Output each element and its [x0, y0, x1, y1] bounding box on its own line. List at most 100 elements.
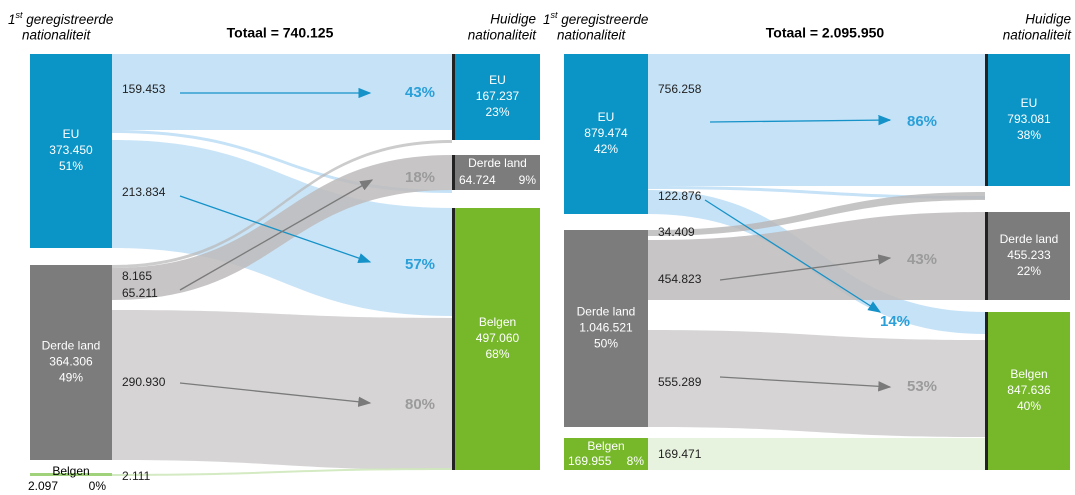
node-edge [985, 54, 988, 186]
flow-value: 169.471 [658, 447, 702, 461]
flow-band [112, 155, 452, 300]
target-title: Huidige [1025, 12, 1071, 27]
node-share: 8% [627, 454, 645, 468]
node-share: 49% [59, 371, 83, 385]
flow-percent: 14% [880, 313, 910, 330]
flow-percent: 57% [405, 256, 435, 273]
node-edge [985, 312, 988, 470]
target-node [455, 155, 540, 190]
node-share: 22% [1017, 264, 1041, 278]
ordinal-suffix: st [16, 10, 24, 20]
flow-value: 34.409 [658, 225, 695, 239]
flow-value: 756.258 [658, 82, 702, 96]
flow-percent: 80% [405, 396, 435, 413]
flow-band [112, 54, 452, 130]
node-edge [452, 54, 455, 140]
flow-band [112, 140, 452, 268]
flow-percent: 18% [405, 169, 435, 186]
node-share: 68% [485, 347, 509, 361]
flow-arrow [179, 382, 372, 407]
flow-value: 213.834 [122, 185, 166, 199]
node-value: 455.233 [1007, 248, 1051, 262]
ordinal: 1 [543, 12, 551, 27]
node-value: 793.081 [1007, 112, 1051, 126]
target-node [455, 54, 540, 140]
flow-value: 454.823 [658, 272, 702, 286]
source-node [30, 265, 112, 460]
flow-value: 555.289 [658, 375, 702, 389]
node-value: 364.306 [49, 355, 93, 369]
source-node [564, 54, 648, 214]
node-label: Derde land [42, 339, 101, 353]
node-value: 497.060 [476, 331, 520, 345]
node-label: Belgen [1010, 367, 1047, 381]
flow-band [112, 130, 452, 193]
target-title: Huidige [490, 12, 536, 27]
node-label: Derde land [1000, 232, 1059, 246]
flow-band [112, 310, 452, 470]
title-line: geregistreerde [23, 12, 114, 27]
node-share: 51% [59, 159, 83, 173]
node-edge [452, 155, 455, 190]
ordinal-suffix: st [551, 10, 559, 20]
node-label: EU [1021, 96, 1038, 110]
ordinal: 1 [8, 12, 16, 27]
flow-value: 2.111 [122, 469, 151, 483]
node-value: 879.474 [584, 126, 628, 140]
flow-value: 8.165 [122, 269, 152, 283]
target-node [988, 54, 1070, 186]
flow-arrow [709, 114, 892, 126]
node-share: 38% [1017, 128, 1041, 142]
source-title: 1st geregistreerde [8, 10, 113, 26]
node-value: 847.636 [1007, 383, 1051, 397]
node-label: EU [489, 73, 506, 87]
source-node [30, 54, 112, 248]
source-node [30, 473, 112, 476]
flow-value: 159.453 [122, 82, 166, 96]
node-edge [452, 208, 455, 470]
node-label: Belgen [479, 315, 516, 329]
source-node [564, 438, 648, 470]
node-edge [985, 212, 988, 300]
flow-value: 122.876 [658, 189, 702, 203]
flow-arrow [719, 254, 892, 281]
node-label: Derde land [577, 305, 636, 319]
flow-value: 290.930 [122, 375, 166, 389]
node-value: 2.097 [28, 479, 58, 493]
total: Totaal = 2.095.950 [766, 25, 885, 41]
flow-band [648, 54, 985, 186]
source-title-line: nationaliteit [22, 28, 92, 43]
total: Totaal = 740.125 [227, 25, 334, 41]
title-line: geregistreerde [558, 12, 649, 27]
node-value: 373.450 [49, 143, 93, 157]
source-node [564, 230, 648, 427]
flow-band [648, 186, 985, 199]
flow-band [648, 330, 985, 437]
flow-band [112, 468, 452, 476]
source-title-line: nationaliteit [557, 28, 627, 43]
flow-arrow [179, 179, 374, 291]
flow-percent: 53% [907, 378, 937, 395]
target-node [988, 312, 1070, 470]
node-share: 42% [594, 142, 618, 156]
flow-band [648, 438, 985, 470]
node-label: Belgen [52, 464, 89, 478]
node-share: 23% [485, 105, 509, 119]
target-title: nationaliteit [468, 28, 538, 43]
node-value: 169.955 [568, 454, 612, 468]
flow-percent: 86% [907, 113, 937, 130]
source-title: 1st geregistreerde [543, 10, 648, 26]
flow-percent: 43% [907, 251, 937, 268]
flow-arrow [179, 195, 372, 264]
flow-arrow [719, 376, 892, 392]
node-label: EU [598, 110, 615, 124]
node-label: Derde land [468, 156, 527, 170]
node-value: 64.724 [459, 173, 496, 187]
target-node [988, 212, 1070, 300]
target-node [455, 208, 540, 470]
node-share: 9% [519, 173, 537, 187]
node-label: EU [63, 127, 80, 141]
node-share: 50% [594, 337, 618, 351]
node-value: 167.237 [476, 89, 520, 103]
